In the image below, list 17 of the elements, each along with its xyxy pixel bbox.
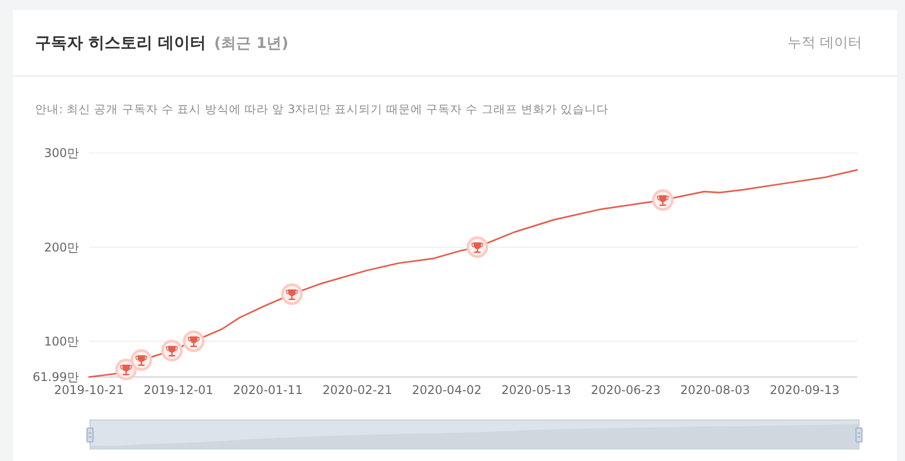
y-tick-label: 100만 (44, 334, 79, 348)
x-tick-label: 2020-08-03 (680, 383, 750, 397)
y-tick-label: 300만 (44, 146, 79, 160)
x-tick-label: 2020-09-13 (770, 383, 840, 397)
x-tick-label: 2020-02-21 (322, 383, 392, 397)
chart-title: 구독자 히스토리 데이터 (35, 33, 206, 52)
x-tick-label: 2020-04-02 (412, 383, 482, 397)
text: 안내: 최신 공개 구독자 수 표시 방식에 따라 앞 3자리만 표시되기 때문에 구독자 수 그래프 변화가 있습니다 (35, 102, 609, 116)
x-tick-label: 2020-01-11 (233, 383, 303, 397)
x-tick-label: 2019-12-01 (144, 383, 214, 397)
chart-subtitle: (최근 1년) (214, 34, 289, 52)
x-tick-label: 2019-10-21 (54, 383, 124, 397)
y-tick-label: 61.99만 (32, 370, 79, 384)
x-tick-label: 2020-05-13 (501, 383, 572, 397)
y-tick-label: 200만 (44, 240, 79, 254)
text: 누적 데이터 (788, 35, 862, 51)
x-tick-label: 2020-06-23 (590, 383, 661, 397)
